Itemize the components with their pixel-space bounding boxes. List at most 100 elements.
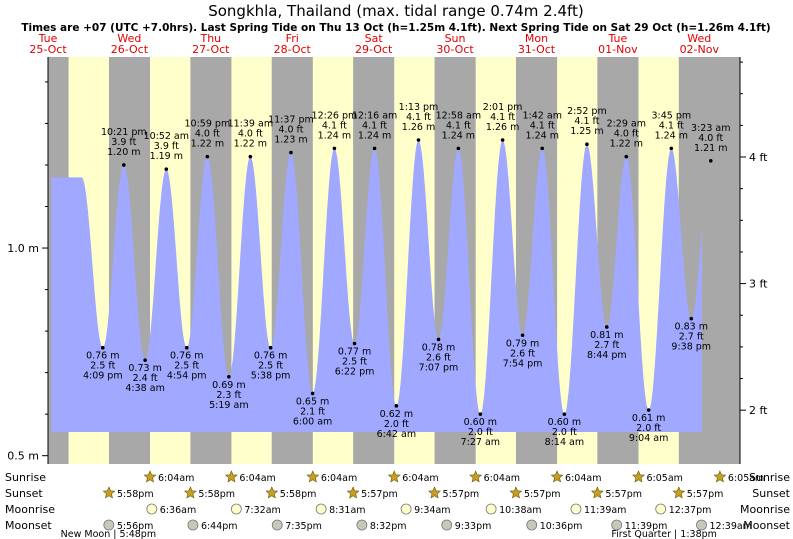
moonset-time: 6:44pm bbox=[201, 521, 238, 532]
moonrise-moon-icon bbox=[485, 503, 497, 515]
tide-point bbox=[562, 412, 567, 416]
moonrise-time: 9:34am bbox=[414, 505, 450, 516]
tide-point bbox=[416, 138, 421, 142]
day-name: Sun bbox=[445, 32, 466, 45]
moonrise-time: 7:32am bbox=[244, 505, 280, 516]
tide-point bbox=[100, 345, 105, 350]
low-tide-label: 0.60 m bbox=[548, 417, 581, 428]
moonset-time: 10:36pm bbox=[540, 521, 583, 532]
tide-point bbox=[310, 391, 315, 396]
high-tide-label: 1:42 am bbox=[523, 110, 562, 121]
high-tide-label: 11:39 am bbox=[228, 119, 273, 130]
high-tide-label: 4.1 ft bbox=[322, 120, 347, 131]
sunset-time: 5:57pm bbox=[687, 489, 724, 500]
moonrise-time: 8:31am bbox=[329, 505, 365, 516]
moonset-row-label-left: Moonset bbox=[5, 519, 52, 532]
moonrise-row-label-left: Moonrise bbox=[5, 503, 55, 516]
low-tide-label: 2.5 ft bbox=[90, 361, 115, 372]
day-name: Thu bbox=[199, 32, 221, 45]
tide-point bbox=[143, 358, 147, 362]
day-name: Tue bbox=[607, 32, 627, 45]
low-tide-label: 0.76 m bbox=[86, 351, 119, 362]
sunrise-time: 6:04am bbox=[239, 473, 275, 484]
high-tide-label: 3:45 pm bbox=[651, 110, 691, 121]
high-tide-label: 1.20 m bbox=[107, 147, 140, 158]
day-name: Tue bbox=[38, 32, 58, 45]
high-tide-label: 10:52 am bbox=[144, 131, 189, 142]
high-tide-label: 1.26 m bbox=[486, 122, 519, 133]
high-tide-label: 4.0 ft bbox=[195, 129, 220, 140]
sunset-time: 5:57pm bbox=[361, 489, 398, 500]
chart-title: Songkhla, Thailand (max. tidal range 0.7… bbox=[208, 2, 584, 20]
sunset-row-label-right: Sunset bbox=[752, 487, 790, 500]
sunrise-star-icon bbox=[632, 470, 645, 483]
sunrise-row-label-left: Sunrise bbox=[5, 471, 46, 484]
low-tide-label: 2.3 ft bbox=[216, 390, 241, 401]
high-tide-label: 4.1 ft bbox=[446, 120, 471, 131]
sun-moon-rows: Sunrise Sunrise 6:04am 6:04am 6:04am 6:04am 6:… bbox=[5, 470, 791, 539]
low-tide-label: 4:38 am bbox=[125, 383, 164, 394]
low-tide-label: 0.77 m bbox=[338, 347, 371, 358]
high-tide-label: 1.22 m bbox=[191, 139, 224, 150]
moonset-moon-icon bbox=[441, 519, 453, 531]
day-date: 28-Oct bbox=[274, 43, 312, 56]
sunset-row-label-left: Sunset bbox=[5, 487, 43, 500]
sunset-star-icon bbox=[102, 486, 116, 499]
moonset-time: 8:32pm bbox=[370, 521, 407, 532]
high-tide-label: 2:01 pm bbox=[483, 102, 523, 113]
high-tide-label: 2:52 pm bbox=[567, 106, 607, 117]
moonrise-moon-icon bbox=[400, 503, 412, 515]
left-axis-label: 0.5 m bbox=[7, 450, 39, 463]
low-tide-label: 2.7 ft bbox=[594, 340, 619, 351]
low-tide-label: 0.69 m bbox=[212, 380, 245, 391]
right-axis-label: 3 ft bbox=[749, 278, 768, 291]
sunrise-star-icon bbox=[550, 470, 564, 483]
low-tide-label: 2.4 ft bbox=[133, 373, 158, 384]
low-tide-label: 6:00 am bbox=[293, 416, 332, 427]
day-date: 30-Oct bbox=[436, 43, 474, 56]
low-tide-label: 7:54 pm bbox=[503, 358, 543, 369]
low-tide-label: 5:19 am bbox=[209, 400, 248, 411]
high-tide-label: 4.1 ft bbox=[530, 120, 555, 131]
moonrise-time: 10:38am bbox=[499, 505, 541, 516]
low-tide-label: 0.73 m bbox=[128, 363, 161, 374]
low-tide-label: 4:54 pm bbox=[167, 371, 207, 382]
moonset-time: 9:33pm bbox=[455, 521, 492, 532]
day-name: Wed bbox=[687, 32, 711, 45]
sunrise-time: 6:04am bbox=[565, 473, 601, 484]
moonset-moon-icon bbox=[103, 519, 115, 531]
sunset-star-icon bbox=[590, 486, 604, 499]
high-tide-label: 4.1 ft bbox=[659, 120, 684, 131]
high-tide-label: 4.0 ft bbox=[698, 133, 723, 144]
low-tide-label: 2.6 ft bbox=[426, 352, 451, 363]
low-tide-label: 4:09 pm bbox=[83, 371, 123, 382]
high-tide-label: 2:29 am bbox=[607, 119, 646, 130]
sunset-star-icon bbox=[346, 486, 360, 499]
high-tide-label: 1.22 m bbox=[234, 139, 267, 150]
high-tide-label: 3.9 ft bbox=[111, 137, 136, 148]
moonrise-time: 12:37pm bbox=[669, 505, 712, 516]
tide-point bbox=[372, 146, 377, 151]
high-tide-label: 4.1 ft bbox=[490, 112, 515, 123]
sunrise-star-icon bbox=[387, 470, 401, 483]
sunrise-star-icon bbox=[306, 470, 320, 483]
sunrise-time: 6:05am bbox=[647, 473, 683, 484]
high-tide-label: 12:16 am bbox=[352, 110, 397, 121]
high-tide-label: 3:23 am bbox=[691, 123, 730, 134]
sunset-time: 5:58pm bbox=[117, 489, 154, 500]
chart-subtitle: Times are +07 (UTC +7.0hrs). Last Spring… bbox=[21, 22, 770, 34]
high-tide-label: 4.1 ft bbox=[406, 112, 431, 123]
tide-point bbox=[352, 341, 357, 346]
day-name: Mon bbox=[525, 32, 548, 45]
tide-point bbox=[289, 150, 293, 155]
day-date: 27-Oct bbox=[192, 43, 230, 56]
moonrise-moon-icon bbox=[315, 503, 327, 515]
moonrise-row-label-right: Moonrise bbox=[740, 503, 790, 516]
day-name: Fri bbox=[286, 32, 299, 45]
tide-point bbox=[184, 345, 189, 350]
high-tide-label: 4.0 ft bbox=[278, 125, 303, 136]
day-date: 01-Nov bbox=[598, 43, 638, 56]
low-tide-label: 6:22 pm bbox=[335, 367, 375, 378]
tide-point bbox=[604, 325, 609, 329]
low-tide-label: 2.5 ft bbox=[342, 357, 367, 368]
